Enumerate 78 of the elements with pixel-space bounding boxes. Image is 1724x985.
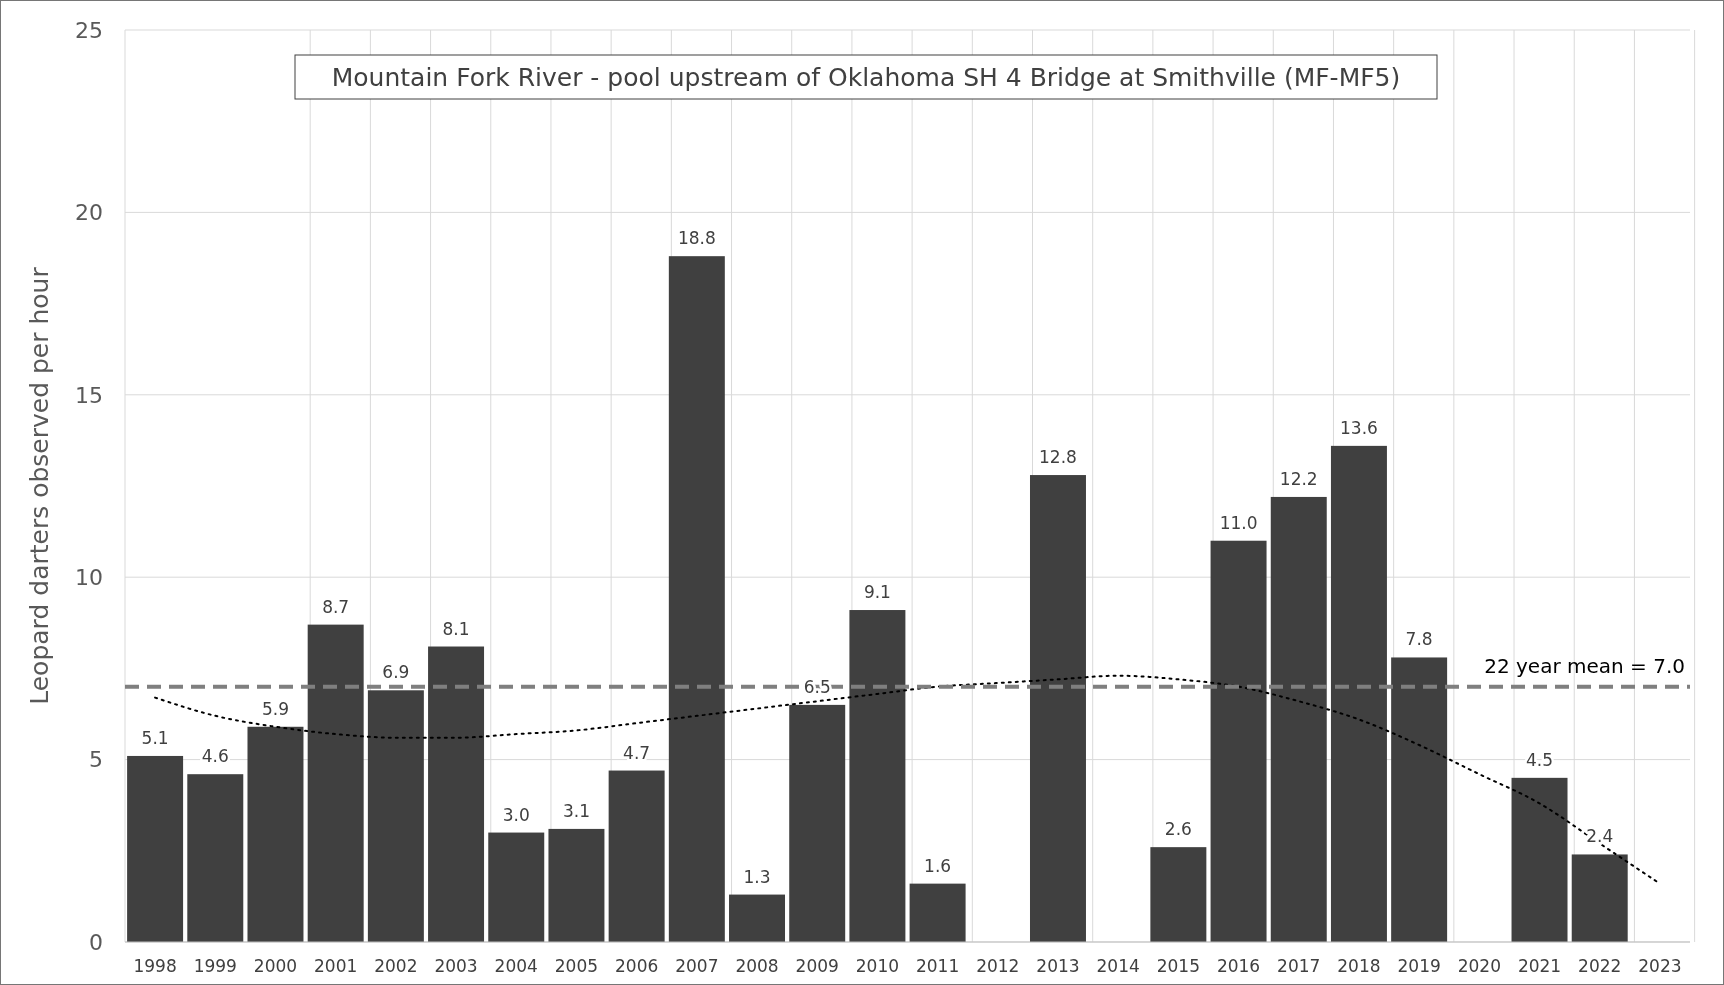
data-label: 5.1 bbox=[141, 727, 169, 748]
x-tick-label: 2007 bbox=[675, 956, 719, 976]
x-tick-label: 2022 bbox=[1578, 956, 1622, 976]
x-tick-label: 2005 bbox=[554, 956, 599, 976]
data-label: 1.3 bbox=[743, 866, 771, 887]
bar bbox=[548, 828, 605, 942]
bar bbox=[849, 610, 906, 942]
y-tick-label: 25 bbox=[75, 17, 103, 43]
x-tick-label: 2017 bbox=[1277, 956, 1321, 976]
x-tick-label: 2008 bbox=[735, 956, 779, 976]
data-label: 4.5 bbox=[1526, 749, 1554, 770]
data-label: 4.7 bbox=[623, 742, 651, 763]
y-tick-label: 20 bbox=[75, 200, 103, 226]
x-tick-label: 1999 bbox=[193, 956, 237, 976]
data-label: 8.1 bbox=[442, 618, 470, 639]
x-tick-label: 2015 bbox=[1156, 956, 1200, 976]
bar bbox=[488, 832, 545, 942]
data-label: 4.6 bbox=[201, 746, 229, 767]
data-label: 18.8 bbox=[677, 228, 716, 249]
bar bbox=[1330, 445, 1387, 942]
bar bbox=[1391, 657, 1448, 942]
y-axis-title: Leopard darters observed per hour bbox=[25, 266, 54, 705]
x-tick-label: 2001 bbox=[314, 956, 358, 976]
data-label: 3.1 bbox=[562, 800, 590, 821]
x-tick-label: 2004 bbox=[494, 956, 538, 976]
bar bbox=[1029, 475, 1086, 942]
bar bbox=[367, 690, 424, 942]
x-tick-label: 2010 bbox=[855, 956, 900, 976]
data-label: 3.0 bbox=[502, 804, 530, 825]
y-tick-label: 15 bbox=[75, 382, 103, 408]
bar bbox=[608, 770, 665, 942]
data-label: 8.7 bbox=[322, 596, 350, 617]
x-tick-label: 2003 bbox=[434, 956, 478, 976]
x-tick-label: 2014 bbox=[1096, 956, 1140, 976]
data-label: 6.9 bbox=[382, 662, 410, 683]
bar bbox=[1270, 496, 1327, 942]
x-tick-label: 2000 bbox=[253, 956, 298, 976]
x-tick-label: 2016 bbox=[1216, 956, 1261, 976]
data-label: 2.4 bbox=[1586, 826, 1614, 847]
x-tick-label: 2006 bbox=[615, 956, 659, 976]
data-label: 2.6 bbox=[1164, 819, 1192, 840]
x-tick-label: 1998 bbox=[133, 956, 177, 976]
bar bbox=[909, 883, 966, 942]
bar bbox=[1511, 777, 1568, 942]
bar bbox=[729, 894, 786, 942]
x-tick-label: 2019 bbox=[1397, 956, 1441, 976]
bar bbox=[428, 646, 485, 942]
bar bbox=[247, 726, 304, 942]
x-tick-label: 2012 bbox=[976, 956, 1020, 976]
x-tick-label: 2013 bbox=[1036, 956, 1080, 976]
x-tick-label: 2018 bbox=[1337, 956, 1381, 976]
y-tick-label: 10 bbox=[75, 564, 103, 590]
ref-line-label: 22 year mean = 7.0 bbox=[1484, 653, 1685, 678]
data-label: 12.2 bbox=[1279, 468, 1318, 489]
bar bbox=[307, 624, 364, 942]
data-label: 13.6 bbox=[1340, 417, 1378, 438]
bar bbox=[789, 704, 846, 942]
y-tick-label: 0 bbox=[89, 929, 103, 955]
bar bbox=[1571, 854, 1628, 942]
x-tick-label: 2009 bbox=[795, 956, 839, 976]
data-label: 5.9 bbox=[261, 698, 289, 719]
bar bbox=[1150, 847, 1207, 942]
x-tick-label: 2011 bbox=[915, 956, 960, 976]
bar bbox=[1210, 540, 1267, 942]
data-label: 12.8 bbox=[1039, 447, 1077, 468]
x-tick-label: 2002 bbox=[374, 956, 418, 976]
bar bbox=[127, 755, 184, 942]
bar bbox=[668, 256, 725, 942]
data-label: 1.6 bbox=[924, 855, 952, 876]
data-label: 7.8 bbox=[1405, 629, 1433, 650]
y-tick-label: 5 bbox=[89, 747, 103, 773]
data-label: 11.0 bbox=[1219, 512, 1258, 533]
bar bbox=[187, 774, 244, 942]
data-label: 9.1 bbox=[863, 582, 891, 603]
x-tick-label: 2020 bbox=[1457, 956, 1501, 976]
x-tick-label: 2023 bbox=[1638, 956, 1682, 976]
x-tick-label: 2021 bbox=[1517, 956, 1562, 976]
text: Mountain Fork River - pool upstream of Oklahoma SH 4 Bridge at Smithville (MF-MF5) bbox=[331, 62, 1401, 92]
